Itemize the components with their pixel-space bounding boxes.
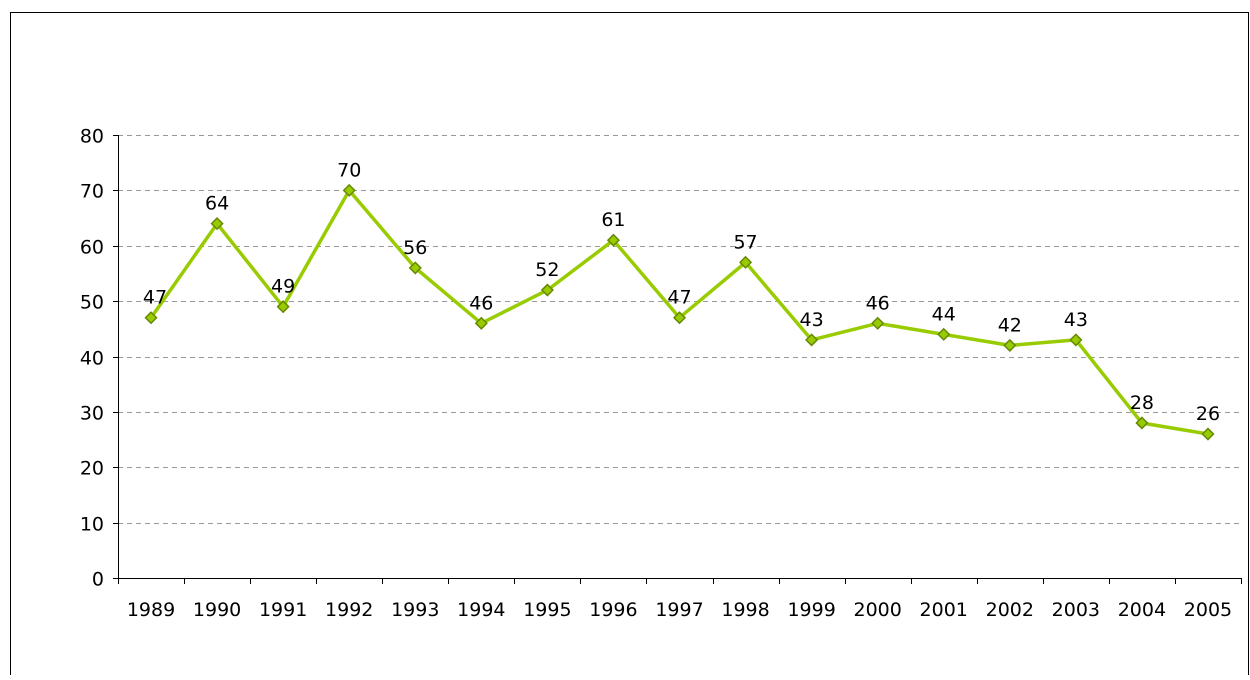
y-tick-label: 50 [80,292,104,314]
data-point [1069,333,1083,347]
chart-border [10,12,1249,675]
x-tick-label: 2002 [986,599,1034,621]
x-tick-label: 1998 [721,599,769,621]
x-tick-label: 1991 [259,599,307,621]
data-label: 49 [271,276,295,298]
series-layer [144,183,1215,441]
data-label: 61 [601,209,625,231]
data-point [738,255,753,269]
data-label: 52 [535,259,559,281]
data-point [540,283,554,297]
data-point [276,300,290,314]
data-label: 56 [403,237,427,259]
y-tick-label: 20 [80,458,104,480]
data-point [1003,338,1017,352]
axes: 0 10 20 30 40 50 60 70 80 1989 1990 1991 1992 1993 199… [80,126,1242,621]
data-point [606,233,621,247]
data-label: 44 [932,303,956,325]
data-label: 43 [1064,309,1088,331]
x-tick-label: 1995 [523,599,571,621]
x-tick-label: 2004 [1118,599,1166,621]
data-label: 28 [1130,392,1154,414]
data-point [805,333,819,347]
y-tick-label: 70 [80,181,104,203]
data-label: 70 [337,159,361,181]
data-point [408,261,422,275]
data-label: 57 [733,231,757,253]
data-point [871,316,885,330]
data-point [1201,427,1215,441]
data-label: 47 [143,287,167,309]
x-tick-label: 2001 [920,599,968,621]
data-point [210,217,224,231]
x-tick-label: 1997 [655,599,703,621]
x-tick-label: 2005 [1184,599,1232,621]
data-label: 43 [800,309,824,331]
data-point [672,311,687,325]
x-tick-label: 1989 [127,599,175,621]
data-label: 47 [667,287,691,309]
x-tick-label: 1990 [193,599,241,621]
data-label: 64 [205,193,229,215]
data-point [342,183,356,197]
data-label: 42 [998,314,1022,336]
x-tick-label: 1994 [457,599,505,621]
data-point [144,311,158,325]
y-tick-label: 40 [80,348,104,370]
data-label: 26 [1196,403,1220,425]
data-label: 46 [866,292,890,314]
y-tick-label: 60 [80,237,104,259]
data-point [474,316,488,330]
data-label: 46 [469,292,493,314]
x-tick-label: 1992 [325,599,373,621]
data-point [1135,416,1149,430]
y-tick-label: 10 [80,514,104,536]
x-tick-label: 1999 [787,599,835,621]
gridlines [118,135,1241,524]
y-tick-label: 0 [92,569,104,591]
x-tick-label: 1996 [589,599,637,621]
x-tick-label: 2000 [853,599,901,621]
y-tick-label: 30 [80,403,104,425]
x-tick-label: 2003 [1052,599,1100,621]
y-tick-label: 80 [80,126,104,148]
label-layer: 47 64 49 70 56 46 52 61 47 57 43 46 44 42 43 28 26 [143,159,1220,425]
x-tick-label: 1993 [391,599,439,621]
data-point [937,327,951,341]
